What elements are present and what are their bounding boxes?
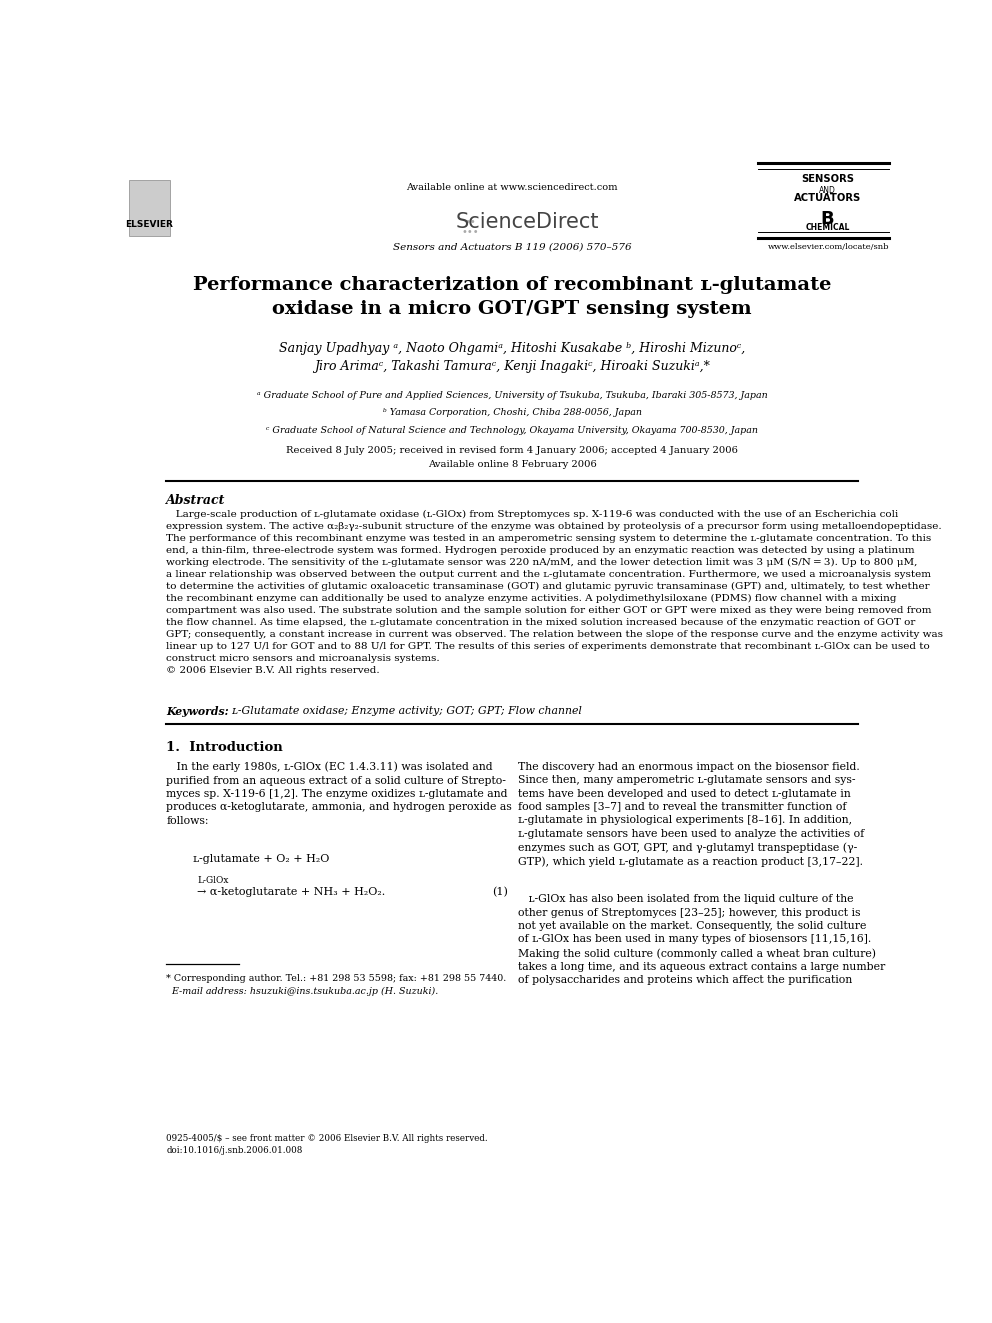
Text: The discovery had an enormous impact on the biosensor field.
Since then, many am: The discovery had an enormous impact on … [519, 762, 865, 867]
Text: ᵃ Graduate School of Pure and Applied Sciences, University of Tsukuba, Tsukuba, : ᵃ Graduate School of Pure and Applied Sc… [257, 392, 768, 400]
Text: Available online 8 February 2006: Available online 8 February 2006 [428, 460, 596, 470]
Text: ᵇ Yamasa Corporation, Choshi, Chiba 288-0056, Japan: ᵇ Yamasa Corporation, Choshi, Chiba 288-… [383, 409, 642, 417]
Text: (1): (1) [492, 888, 509, 897]
Text: 0925-4005/$ – see front matter © 2006 Elsevier B.V. All rights reserved.: 0925-4005/$ – see front matter © 2006 El… [167, 1134, 488, 1143]
Text: Sensors and Actuators B 119 (2006) 570–576: Sensors and Actuators B 119 (2006) 570–5… [393, 242, 632, 251]
Text: ᶜ Graduate School of Natural Science and Technology, Okayama University, Okayama: ᶜ Graduate School of Natural Science and… [266, 426, 758, 435]
Text: Large-scale production of ʟ-glutamate oxidase (ʟ-GlOx) from Streptomyces sp. X-1: Large-scale production of ʟ-glutamate ox… [167, 511, 943, 675]
Text: E-mail address: hsuzuki@ins.tsukuba.ac.jp (H. Suzuki).: E-mail address: hsuzuki@ins.tsukuba.ac.j… [167, 987, 438, 996]
Text: → α-ketoglutarate + NH₃ + H₂O₂.: → α-ketoglutarate + NH₃ + H₂O₂. [197, 888, 385, 897]
Text: SENSORS: SENSORS [801, 175, 854, 184]
Text: ELSEVIER: ELSEVIER [125, 220, 174, 229]
Text: In the early 1980s, ʟ-GlOx (EC 1.4.3.11) was isolated and
purified from an aqueo: In the early 1980s, ʟ-GlOx (EC 1.4.3.11)… [167, 762, 512, 826]
Text: Received 8 July 2005; received in revised form 4 January 2006; accepted 4 Januar: Received 8 July 2005; received in revise… [287, 446, 738, 455]
Text: AND: AND [819, 187, 836, 196]
Text: Performance characterization of recombinant ʟ-glutamate
oxidase in a micro GOT/G: Performance characterization of recombin… [193, 277, 831, 318]
Text: Sanjay Upadhyay ᵃ, Naoto Ohgamiᵃ, Hitoshi Kusakabe ᵇ, Hiroshi Mizunoᶜ,
Jiro Arim: Sanjay Upadhyay ᵃ, Naoto Ohgamiᵃ, Hitosh… [279, 343, 745, 373]
Text: Keywords:: Keywords: [167, 705, 229, 717]
Text: 1.  Introduction: 1. Introduction [167, 741, 283, 754]
FancyBboxPatch shape [129, 180, 171, 237]
Text: ʟ-Glutamate oxidase; Enzyme activity; GOT; GPT; Flow channel: ʟ-Glutamate oxidase; Enzyme activity; GO… [225, 705, 581, 716]
Text: doi:10.1016/j.snb.2006.01.008: doi:10.1016/j.snb.2006.01.008 [167, 1146, 303, 1155]
Text: ••
•••: •• ••• [461, 217, 479, 237]
Text: ʟ-GlOx has also been isolated from the liquid culture of the
other genus of Stre: ʟ-GlOx has also been isolated from the l… [519, 894, 886, 986]
Text: CHEMICAL: CHEMICAL [806, 224, 849, 232]
Text: B: B [820, 209, 834, 228]
Text: www.elsevier.com/locate/snb: www.elsevier.com/locate/snb [768, 243, 889, 251]
Text: * Corresponding author. Tel.: +81 298 53 5598; fax: +81 298 55 7440.: * Corresponding author. Tel.: +81 298 53… [167, 974, 507, 983]
Text: Abstract: Abstract [167, 493, 225, 507]
Text: ʟ-glutamate + O₂ + H₂O: ʟ-glutamate + O₂ + H₂O [193, 853, 329, 864]
Text: ACTUATORS: ACTUATORS [794, 193, 861, 204]
Text: Available online at www.sciencedirect.com: Available online at www.sciencedirect.co… [407, 183, 618, 192]
Text: L-GlOx: L-GlOx [197, 876, 228, 885]
Text: ScienceDirect: ScienceDirect [456, 212, 599, 232]
